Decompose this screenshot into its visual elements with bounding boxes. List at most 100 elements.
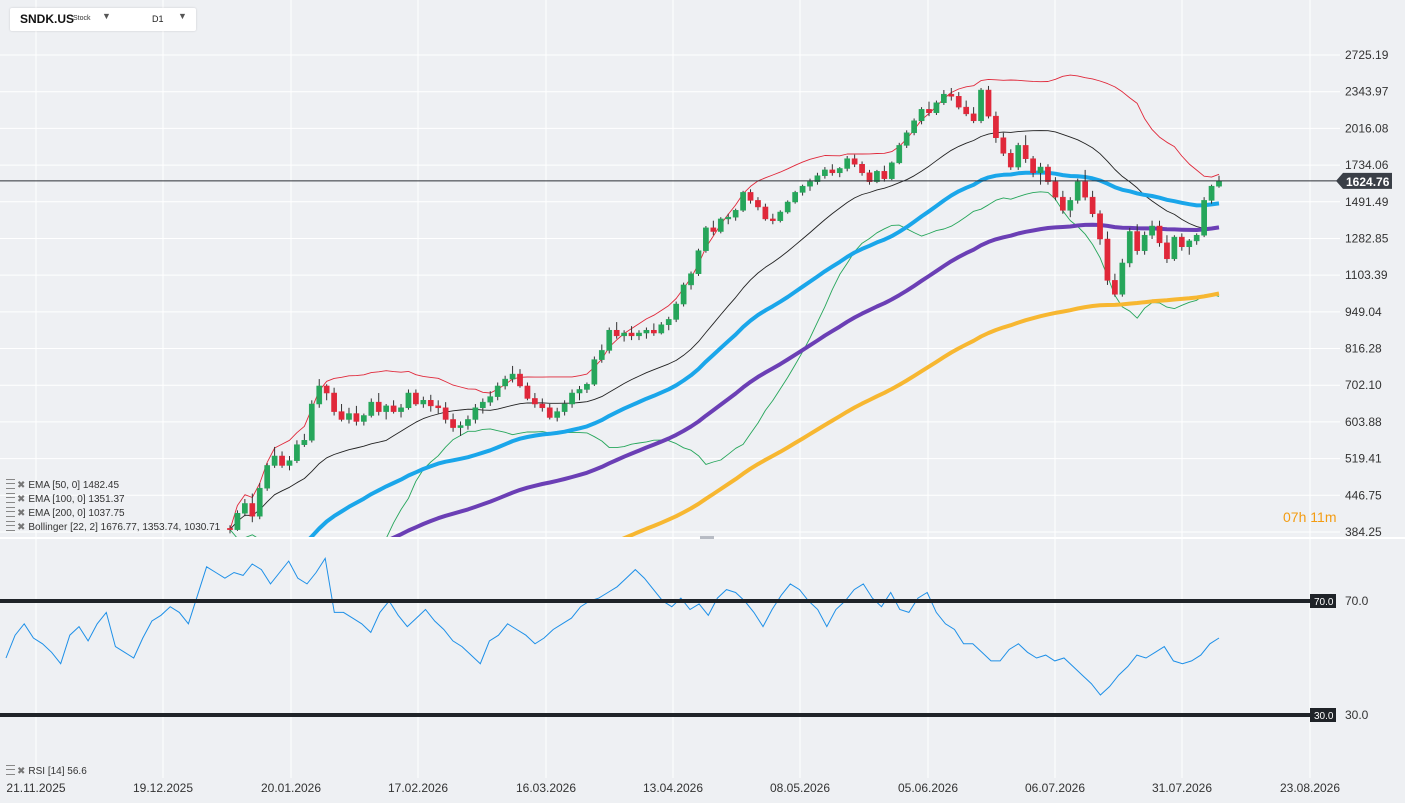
candle xyxy=(1022,145,1029,159)
candle xyxy=(658,324,665,334)
candle xyxy=(331,392,337,412)
candle xyxy=(1037,166,1044,174)
candle xyxy=(941,93,947,103)
candle xyxy=(1141,234,1148,251)
candle xyxy=(851,158,858,165)
timeframe-label[interactable]: D1 xyxy=(152,14,164,24)
candle xyxy=(517,373,523,387)
candle xyxy=(264,465,271,489)
y-axis-label: 1491.49 xyxy=(1345,195,1389,209)
candle xyxy=(338,411,345,420)
y-axis-label: 702.10 xyxy=(1345,378,1382,392)
settings-icon[interactable] xyxy=(6,479,15,489)
candle xyxy=(621,332,627,337)
candle xyxy=(918,109,925,122)
candle xyxy=(636,332,642,337)
close-icon[interactable]: ✖ xyxy=(17,522,26,533)
candle xyxy=(435,405,442,409)
symbol-selector[interactable]: SNDK.US Stock ▼ D1 ▼ xyxy=(10,8,196,31)
legend-label: Bollinger [22, 2] 1676.77, 1353.74, 1030… xyxy=(28,522,221,533)
candle xyxy=(1149,225,1155,236)
candle xyxy=(807,181,813,187)
rsi-level-tag xyxy=(1310,594,1336,608)
candle xyxy=(1112,280,1118,295)
y-axis-label: 519.41 xyxy=(1345,452,1382,466)
candle xyxy=(874,171,880,182)
candle xyxy=(249,503,256,517)
candle xyxy=(710,227,717,232)
candle xyxy=(227,528,233,530)
candle xyxy=(680,284,687,305)
price-plot xyxy=(227,74,1222,537)
x-axis-label: 19.12.2025 xyxy=(133,781,193,795)
ema50-line xyxy=(308,170,1220,537)
candle xyxy=(732,210,739,218)
rsi-level-tag-label: 30.0 xyxy=(1314,711,1334,722)
ema200-line xyxy=(621,291,1220,537)
candle xyxy=(1045,166,1051,182)
close-icon[interactable]: ✖ xyxy=(17,480,26,491)
close-icon[interactable]: ✖ xyxy=(17,508,26,519)
candle xyxy=(1171,236,1178,260)
candle xyxy=(316,385,323,405)
candle xyxy=(881,171,888,179)
candle xyxy=(353,413,360,422)
candle xyxy=(948,93,955,97)
bollinger-upper-line xyxy=(229,74,1220,530)
candle xyxy=(1119,262,1126,295)
time-axis xyxy=(0,778,1405,803)
candle xyxy=(561,403,568,412)
candle xyxy=(509,373,516,380)
symbol-dropdown-icon[interactable]: ▼ xyxy=(102,11,111,21)
x-axis-label: 05.06.2026 xyxy=(898,781,958,795)
candle xyxy=(524,385,531,399)
candle xyxy=(405,392,412,409)
candle xyxy=(450,419,456,428)
candle xyxy=(584,383,590,390)
symbol-type: Stock xyxy=(73,15,91,22)
candle xyxy=(963,106,970,115)
candle xyxy=(1082,181,1089,198)
candle xyxy=(970,113,977,122)
candle xyxy=(479,401,486,409)
y-axis-label: 2016.08 xyxy=(1345,121,1389,135)
candle xyxy=(1030,158,1036,174)
y-axis-label: 1734.06 xyxy=(1345,158,1389,172)
candle xyxy=(725,216,732,220)
candle xyxy=(799,185,806,193)
candle xyxy=(1208,185,1215,201)
candle xyxy=(368,401,375,416)
legend-label: EMA [200, 0] 1037.75 xyxy=(28,508,125,519)
close-icon[interactable]: ✖ xyxy=(17,766,26,777)
y-axis-label: 816.28 xyxy=(1345,342,1382,356)
candle xyxy=(888,162,895,179)
symbol-name: SNDK.US xyxy=(20,12,75,26)
panel-resize-handle[interactable] xyxy=(700,536,714,539)
settings-icon[interactable] xyxy=(6,521,15,531)
x-axis-label: 06.07.2026 xyxy=(1025,781,1085,795)
settings-icon[interactable] xyxy=(6,507,15,517)
y-axis-label: 2725.19 xyxy=(1345,48,1389,62)
y-axis-label: 1282.85 xyxy=(1345,231,1389,245)
candle xyxy=(487,396,494,403)
candle xyxy=(294,444,300,461)
timeframe-dropdown-icon[interactable]: ▼ xyxy=(178,11,187,21)
candle xyxy=(242,503,248,514)
legend-rsi: ✖ RSI [14] 56.6 xyxy=(6,764,87,777)
candle xyxy=(747,192,754,201)
candle xyxy=(695,250,702,274)
candle xyxy=(494,385,501,397)
candle xyxy=(911,120,917,134)
legend-ema200: ✖ EMA [200, 0] 1037.75 xyxy=(6,506,125,519)
settings-icon[interactable] xyxy=(6,493,15,503)
candle xyxy=(1134,231,1141,251)
close-icon[interactable]: ✖ xyxy=(17,494,26,505)
candle xyxy=(308,403,315,441)
settings-icon[interactable] xyxy=(6,765,15,775)
candle xyxy=(703,227,709,251)
candle xyxy=(591,359,598,385)
candle xyxy=(546,407,553,418)
candle xyxy=(301,440,308,445)
candle-countdown: 07h 11m xyxy=(1283,509,1337,525)
